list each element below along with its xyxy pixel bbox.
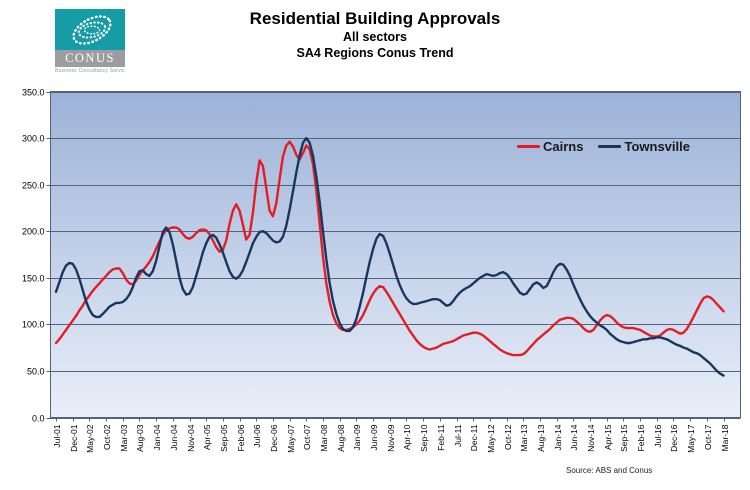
x-axis-label: Nov-04: [186, 424, 196, 452]
legend-label-cairns: Cairns: [543, 139, 584, 154]
conus-logo-teal-box: [55, 9, 125, 50]
y-axis-label: 0.0: [32, 414, 45, 424]
x-axis-label: Aug-13: [536, 424, 546, 452]
series-line-townsville: [54, 136, 725, 377]
x-axis-labels: Jul-01 Dec-01 May-02 Oct-02 Mar-03 Aug-03 Jan-…: [52, 417, 730, 453]
x-axis-label: Oct-07: [302, 424, 312, 450]
x-axis-label: Nov-09: [386, 424, 396, 452]
legend-label-townsville: Townsville: [624, 139, 690, 154]
conus-swirl-icon: [55, 9, 125, 50]
x-axis-label: Jul-11: [453, 424, 463, 447]
chart-subtitle-trend: SA4 Regions Conus Trend: [296, 46, 454, 60]
y-axis-label: 300.0: [22, 134, 45, 144]
x-axis-label: Jan-04: [152, 424, 162, 450]
x-axis-label: Feb-06: [236, 424, 246, 451]
x-axis-label: Jun-14: [569, 424, 579, 450]
x-axis-label: Aug-08: [336, 424, 346, 452]
plot-border: [50, 91, 741, 418]
source-note: Source: ABS and Conus: [566, 466, 653, 475]
legend-item-cairns: Cairns: [517, 139, 583, 154]
conus-logo-caption: Business Consultancy Services: [55, 68, 125, 74]
x-axis-label: Apr-10: [402, 424, 412, 450]
cairns-line-swatch: [517, 145, 540, 148]
x-axis-label: Jun-04: [169, 424, 179, 450]
x-axis-label: Mar-13: [519, 424, 529, 451]
x-axis-label: Jul-16: [653, 424, 663, 447]
x-axis-label: Dec-11: [469, 424, 479, 451]
x-axis-label: Jan-14: [553, 424, 563, 450]
y-axis-labels: 0.0 50.0 100.0 150.0 200.0 250.0 300.0 350.0: [22, 88, 45, 424]
x-axis-label: Oct-17: [703, 424, 713, 450]
y-axis-label: 150.0: [22, 274, 45, 284]
conus-logo-band: CONUS: [55, 50, 125, 67]
x-axis-label: Apr-15: [603, 424, 613, 450]
plot-area: [50, 91, 741, 418]
x-axis-label: May-02: [85, 424, 95, 453]
legend-item-townsville: Townsville: [598, 139, 690, 154]
x-axis-label: Mar-08: [319, 424, 329, 451]
y-axis-label: 200.0: [22, 227, 45, 237]
x-axis-label: Sep-05: [219, 424, 229, 452]
x-axis-label: Mar-03: [119, 424, 129, 451]
x-axis-label: May-17: [686, 424, 696, 453]
x-axis-label: Jul-01: [52, 424, 62, 447]
x-axis-label: May-12: [486, 424, 496, 453]
conus-logo: CONUS Business Consultancy Services: [55, 9, 125, 74]
x-axis-label: Dec-01: [69, 424, 79, 452]
x-axis-label: Mar-18: [720, 424, 730, 451]
x-axis-label: Jan-09: [352, 424, 362, 450]
y-axis-label: 250.0: [22, 181, 45, 191]
y-axis-label: 100.0: [22, 320, 45, 330]
chart-title: Residential Building Approvals: [249, 9, 501, 28]
chart-subtitle-sector: All sectors: [343, 30, 407, 44]
x-axis-label: Feb-11: [436, 424, 446, 451]
x-axis-label: Aug-03: [135, 424, 145, 452]
x-axis-label: Feb-16: [636, 424, 646, 451]
chart-legend: Cairns Townsville: [517, 139, 690, 154]
townsville-line-swatch: [598, 145, 622, 148]
x-axis-label: Oct-02: [102, 424, 112, 450]
y-axis-label: 350.0: [22, 88, 45, 98]
x-axis-label: Jun-09: [369, 424, 379, 450]
x-axis-label: Apr-05: [202, 424, 212, 450]
conus-logo-mark: [55, 9, 125, 50]
x-axis-label: Dec-16: [669, 424, 679, 452]
title-block: Residential Building Approvals All secto…: [0, 8, 750, 61]
x-axis-label: May-07: [286, 424, 296, 453]
x-axis-label: Nov-14: [586, 424, 596, 452]
x-axis-label: Jul-06: [252, 424, 262, 447]
y-axis-label: 50.0: [27, 367, 45, 377]
x-axis-label: Sep-15: [619, 424, 629, 452]
x-axis-label: Sep-10: [419, 424, 429, 452]
conus-logo-text: CONUS: [65, 51, 115, 66]
x-axis-label: Dec-06: [269, 424, 279, 452]
x-axis-label: Oct-12: [503, 424, 513, 450]
